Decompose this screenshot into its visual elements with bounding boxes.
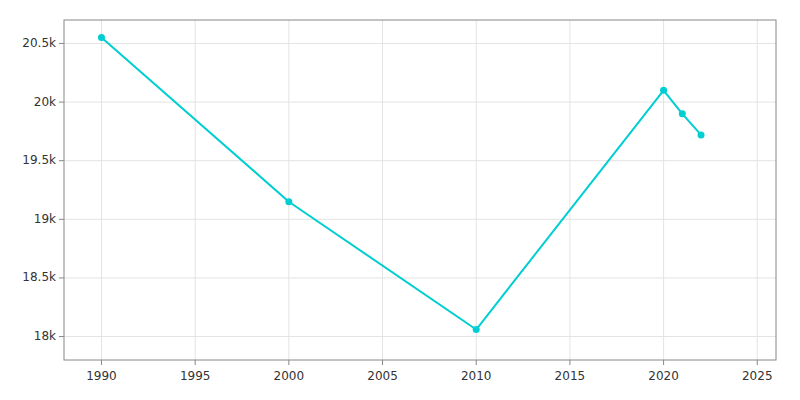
y-grid-line [64,102,776,103]
y-tick-label: 19k [34,212,56,226]
y-grid-line [64,160,776,161]
grid [64,20,776,360]
x-grid-line [101,20,102,360]
x-tick-label: 2010 [461,369,492,383]
y-grid-line [64,336,776,337]
y-tick-label: 20k [34,95,56,109]
x-tick-label: 2000 [274,369,305,383]
x-grid-line [569,20,570,360]
x-tick-label: 2025 [742,369,773,383]
x-tick [663,360,664,365]
x-tick-label: 1995 [180,369,211,383]
x-tick-label: 2020 [648,369,679,383]
y-tick [59,336,64,337]
x-grid-line [476,20,477,360]
plot-background [64,20,776,360]
point [98,34,105,41]
axes: 18k 18.5k 19k 19.5k 20k 20.5k 1990 1995 2000 2005… [22,20,776,383]
x-tick-label: 2005 [367,369,398,383]
x-tick-label: 1990 [86,369,117,383]
line [101,38,701,330]
chart-container: 18k 18.5k 19k 19.5k 20k 20.5k 1990 1995 2000 2005… [0,0,800,400]
x-tick [382,360,383,365]
plot-frame [64,20,776,360]
y-grid-line [64,277,776,278]
x-grid-line [757,20,758,360]
y-tick [59,43,64,44]
y-tick-label: 19.5k [22,153,56,167]
y-grid-line [64,43,776,44]
point [660,87,667,94]
x-tick [476,360,477,365]
plot-area [98,34,705,333]
point [698,131,705,138]
x-tick [288,360,289,365]
y-tick-label: 18.5k [22,270,56,284]
y-grid-line [64,219,776,220]
x-tick [101,360,102,365]
x-tick [569,360,570,365]
x-grid-line [663,20,664,360]
point [473,326,480,333]
x-grid-line [288,20,289,360]
chart: 18k 18.5k 19k 19.5k 20k 20.5k 1990 1995 2000 2005… [0,0,800,400]
point [679,110,686,117]
y-tick [59,102,64,103]
x-tick [757,360,758,365]
y-tick [59,277,64,278]
y-tick [59,160,64,161]
x-tick-label: 2015 [555,369,586,383]
y-tick [59,219,64,220]
x-grid-line [195,20,196,360]
point [285,198,292,205]
x-grid-line [382,20,383,360]
y-tick-label: 18k [34,329,56,343]
x-tick [195,360,196,365]
y-tick-label: 20.5k [22,36,56,50]
